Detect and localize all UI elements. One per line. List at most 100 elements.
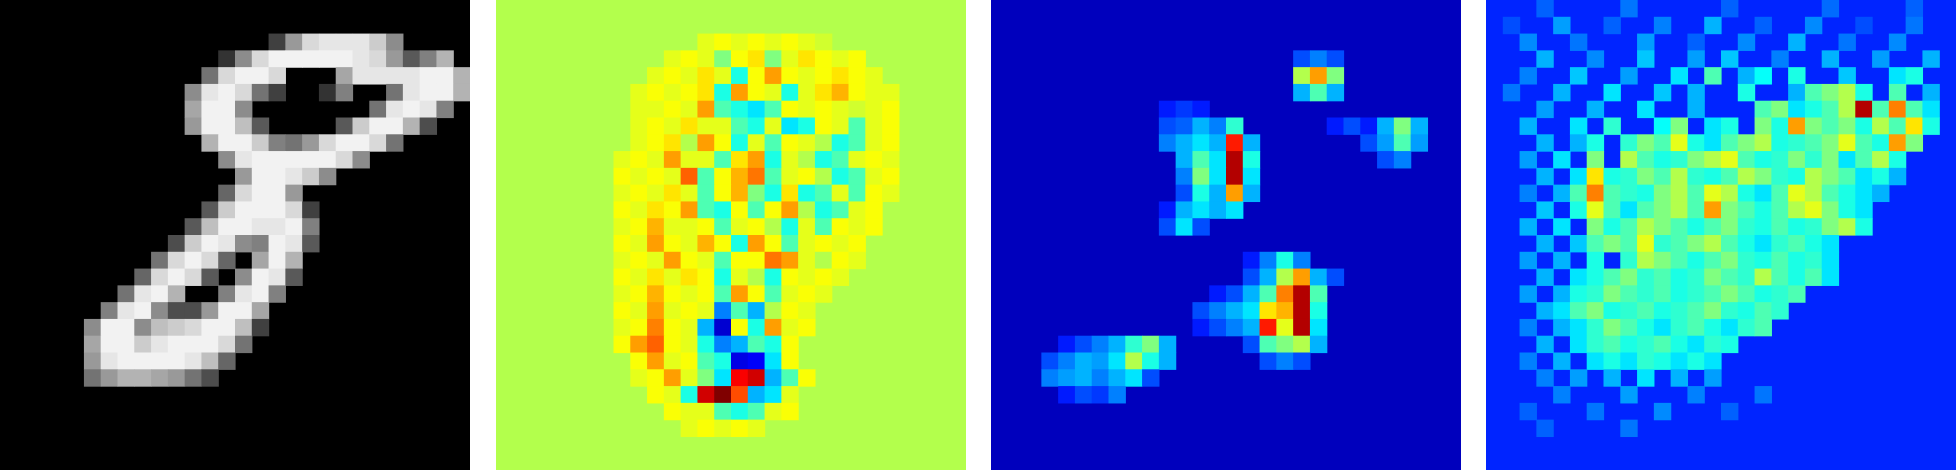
noisy-relevance-pixel [1771, 201, 1789, 219]
noisy-relevance-pixel [1670, 369, 1689, 387]
signed-heatmap-pixel [747, 369, 766, 387]
input-digit-pixel [218, 184, 236, 203]
input-digit-pixel [218, 50, 236, 68]
input-digit-pixel [218, 318, 236, 337]
input-digit-pixel [352, 33, 370, 51]
signed-heatmap-pixel [747, 402, 766, 421]
noisy-relevance-pixel [1771, 251, 1789, 270]
noisy-relevance-pixel [1603, 201, 1621, 219]
signed-heatmap-pixel [747, 100, 766, 119]
noisy-relevance-pixel [1838, 100, 1856, 119]
positive-relevance-pixel [1259, 268, 1277, 286]
positive-relevance-pixel [1259, 302, 1277, 320]
noisy-relevance-pixel [1653, 218, 1672, 236]
noisy-relevance-pixel [1838, 167, 1856, 186]
noisy-relevance-pixel [1620, 352, 1638, 370]
input-digit-pixel [235, 100, 253, 119]
noisy-relevance-pixel [1553, 318, 1571, 337]
signed-heatmap-pixel [630, 302, 648, 320]
signed-heatmap-pixel [814, 235, 833, 253]
signed-heatmap-pixel [798, 184, 816, 203]
noisy-relevance-pixel [1804, 151, 1823, 169]
input-digit-pixel [218, 352, 236, 370]
positive-relevance-pixel [1276, 318, 1294, 337]
signed-heatmap-pixel [814, 151, 833, 169]
noisy-relevance-pixel [1553, 83, 1571, 102]
noisy-relevance-pixel [1804, 184, 1823, 203]
positive-relevance-pixel [1309, 268, 1328, 286]
signed-heatmap-pixel [663, 318, 682, 337]
signed-heatmap-pixel [831, 134, 850, 152]
signed-heatmap-pixel [680, 167, 699, 186]
signed-heatmap-pixel [731, 318, 749, 337]
noisy-relevance-pixel [1519, 318, 1537, 337]
noisy-relevance-pixel [1553, 386, 1571, 404]
positive-relevance-pixel [1293, 285, 1311, 303]
signed-heatmap-pixel [714, 33, 732, 51]
signed-heatmap-pixel [781, 251, 799, 270]
positive-relevance-panel [991, 0, 1461, 470]
input-digit-pixel [167, 235, 186, 253]
signed-heatmap-pixel [831, 67, 850, 85]
noisy-relevance-pixel [1536, 134, 1554, 152]
noisy-relevance-pixel [1553, 218, 1571, 236]
noisy-relevance-pixel [1754, 268, 1772, 286]
noisy-relevance-pixel [1754, 285, 1772, 303]
noisy-relevance-pixel [1788, 134, 1806, 152]
signed-heatmap-pixel [697, 218, 715, 236]
signed-heatmap-pixel [697, 386, 715, 404]
noisy-relevance-pixel [1704, 369, 1722, 387]
signed-heatmap-pixel [814, 83, 833, 102]
noisy-relevance-pixel [1704, 235, 1722, 253]
input-digit-pixel [235, 50, 253, 68]
input-digit-pixel [352, 151, 370, 169]
noisy-relevance-pixel [1620, 386, 1638, 404]
positive-relevance-pixel [1377, 134, 1395, 152]
noisy-relevance-pixel [1603, 16, 1621, 35]
positive-relevance-pixel [1226, 167, 1244, 186]
noisy-relevance-pixel [1754, 235, 1772, 253]
signed-heatmap-pixel [731, 419, 749, 438]
input-digit-pixel [436, 50, 454, 68]
noisy-relevance-pixel [1804, 218, 1823, 236]
signed-heatmap-pixel [714, 285, 732, 303]
input-digit-pixel [369, 33, 387, 51]
signed-heatmap-pixel [798, 167, 816, 186]
signed-heatmap-pixel [647, 369, 665, 387]
input-digit-pixel [318, 83, 337, 102]
signed-heatmap-pixel [865, 184, 883, 203]
signed-heatmap-pixel [798, 251, 816, 270]
signed-heatmap-pixel [798, 50, 816, 68]
positive-relevance-pixel [1209, 201, 1227, 219]
noisy-relevance-pixel [1670, 201, 1689, 219]
input-digit-pixel [218, 251, 236, 270]
signed-heatmap-pixel [613, 235, 631, 253]
input-digit-pixel [218, 235, 236, 253]
positive-relevance-pixel [1058, 369, 1076, 387]
positive-relevance-pixel [1074, 386, 1093, 404]
positive-relevance-pixel [1326, 83, 1345, 102]
noisy-relevance-pixel [1788, 285, 1806, 303]
noisy-relevance-pixel [1637, 318, 1655, 337]
noisy-relevance-pixel [1804, 235, 1823, 253]
signed-heatmap-pixel [680, 134, 699, 152]
noisy-relevance-pixel [1637, 151, 1655, 169]
positive-relevance-pixel [1293, 335, 1311, 354]
signed-heatmap-pixel [764, 218, 782, 236]
input-digit-pixel [251, 67, 270, 85]
signed-heatmap-pixel [697, 83, 715, 102]
signed-heatmap-pixel [848, 251, 866, 270]
positive-relevance-pixel [1242, 302, 1261, 320]
positive-relevance-pixel [1091, 352, 1110, 370]
positive-relevance-pixel [1175, 134, 1194, 152]
noisy-relevance-pixel [1771, 285, 1789, 303]
noisy-relevance-pixel [1872, 167, 1890, 186]
signed-heatmap-pixel [764, 352, 782, 370]
signed-heatmap-pixel [630, 285, 648, 303]
input-digit-pixel [268, 134, 286, 152]
input-digit-pixel [453, 83, 470, 102]
noisy-relevance-pixel [1771, 268, 1789, 286]
noisy-relevance-pixel [1620, 302, 1638, 320]
input-digit-pixel [184, 83, 203, 102]
signed-heatmap-pixel [680, 218, 699, 236]
